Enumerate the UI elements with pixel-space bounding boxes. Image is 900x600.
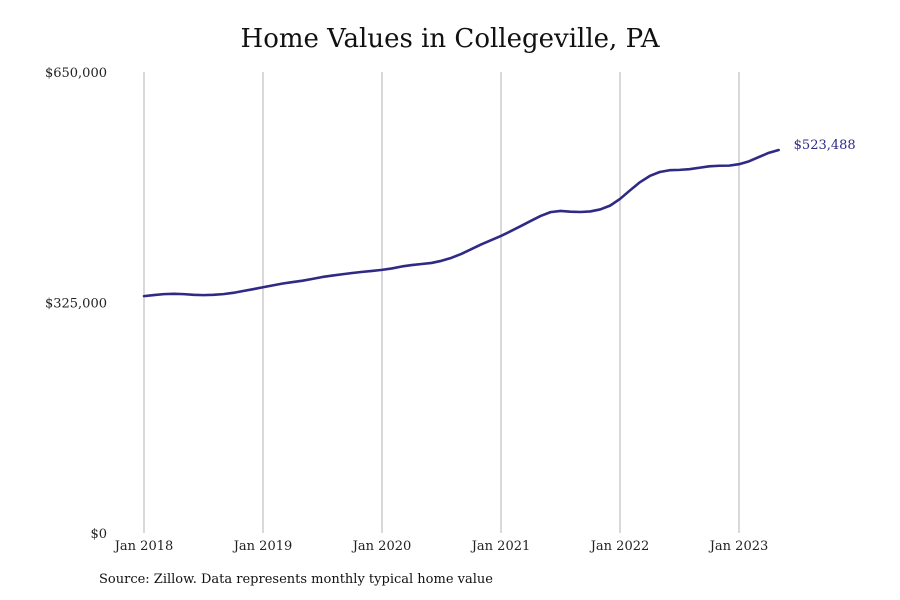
x-tick-label: Jan 2020 [351,539,412,554]
data-point [738,163,740,165]
data-point [539,215,541,217]
data-point [232,292,234,294]
data-point [391,267,393,269]
data-point [371,270,373,272]
data-point [589,210,591,212]
data-point [500,235,502,237]
data-point [222,293,224,295]
data-point [559,210,561,212]
data-point [163,293,165,295]
x-tick-label: Jan 2023 [708,539,769,554]
series-layer: $523,488 [142,138,856,298]
data-point [460,253,462,255]
x-tick-label: Jan 2021 [470,539,531,554]
data-point [202,294,204,296]
data-point [678,169,680,171]
data-point [728,164,730,166]
data-point [272,284,274,286]
data-point [252,288,254,290]
x-tick-label: Jan 2022 [589,539,650,554]
data-point [262,286,264,288]
data-point [470,248,472,250]
data-point [688,168,690,170]
data-point [768,152,770,154]
chart-title: Home Values in Collegeville, PA [240,24,660,54]
series-line [142,148,780,298]
data-point [351,272,353,274]
data-point [629,189,631,191]
data-point [619,198,621,200]
end-value-label: $523,488 [794,138,856,153]
data-point [530,220,532,222]
data-point [758,156,760,158]
data-point [401,265,403,267]
data-point [440,260,442,262]
data-point [510,230,512,232]
data-point [599,208,601,210]
y-tick-label: $0 [90,527,107,542]
data-point [173,293,175,295]
data-point [609,204,611,206]
data-point [192,294,194,296]
data-point [450,257,452,259]
data-point [569,211,571,213]
data-point [748,160,750,162]
data-point [658,171,660,173]
data-point [698,167,700,169]
data-point [331,274,333,276]
data-point [282,282,284,284]
data-point [143,295,145,297]
data-point [520,225,522,227]
data-point [182,293,184,295]
source-note: Source: Zillow. Data represents monthly … [99,572,493,587]
data-point [361,271,363,273]
data-point [490,239,492,241]
data-point [480,243,482,245]
data-point [649,175,651,177]
x-tick-label: Jan 2019 [232,539,293,554]
data-point [292,281,294,283]
data-point [321,276,323,278]
data-point [381,269,383,271]
data-point [311,278,313,280]
data-point [549,211,551,213]
data-point [212,294,214,296]
data-point [411,264,413,266]
data-point [153,294,155,296]
data-point [708,165,710,167]
x-axis-ticks: Jan 2018 Jan 2019 Jan 2020 Jan 2021 Jan 2022… [113,539,769,554]
data-point [777,149,779,151]
data-point [301,279,303,281]
data-point [420,263,422,265]
data-point [639,181,641,183]
data-point [668,169,670,171]
y-axis-ticks: $0 $325,000 $650,000 [45,66,107,542]
grid-lines [143,72,740,533]
data-point [341,273,343,275]
data-point [430,262,432,264]
data-point [242,290,244,292]
data-point [718,165,720,167]
y-tick-label: $325,000 [45,297,107,312]
y-tick-label: $650,000 [45,66,107,81]
x-tick-label: Jan 2018 [113,539,174,554]
data-point [579,211,581,213]
